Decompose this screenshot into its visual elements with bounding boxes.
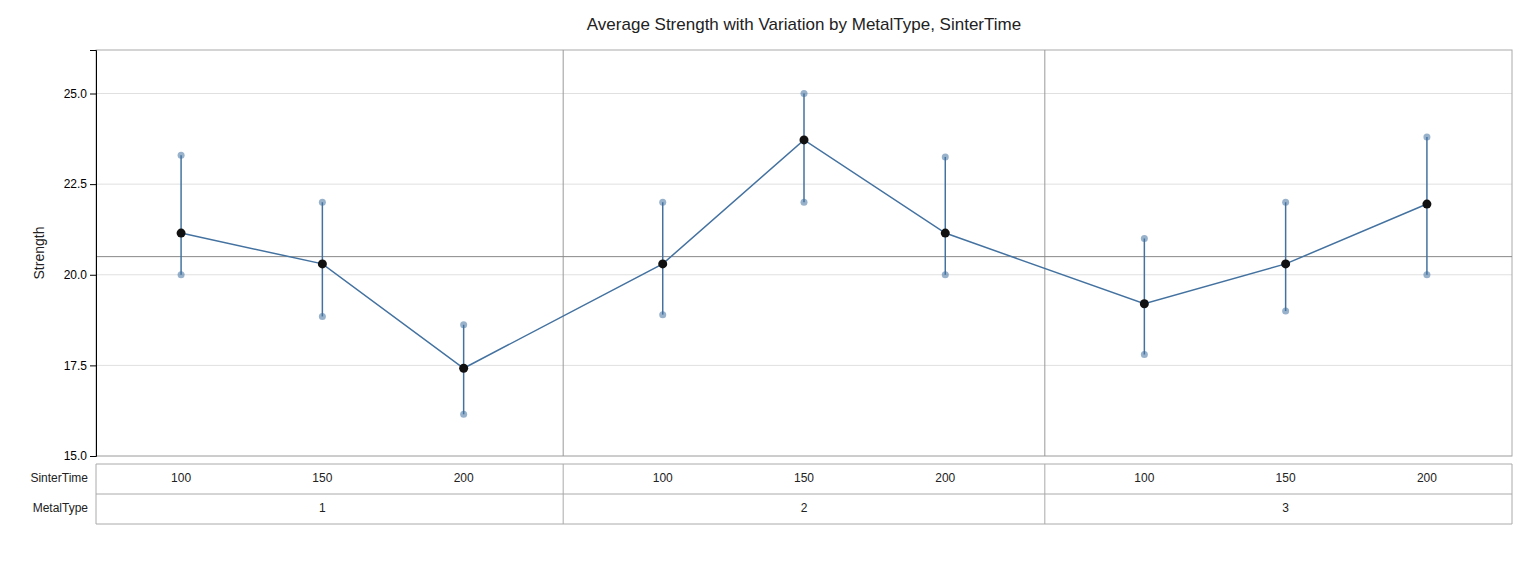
ci-high-dot <box>460 321 467 328</box>
y-tick: 22.5 <box>64 177 96 191</box>
table-column-line <box>1044 464 1045 524</box>
ci-line <box>180 155 182 275</box>
y-tick-label: 17.5 <box>64 359 88 373</box>
ci-high-dot <box>942 153 949 160</box>
category-label: 200 <box>1417 471 1437 485</box>
table-row-line <box>96 494 1512 495</box>
category-label: 150 <box>312 471 332 485</box>
ci-line <box>662 202 664 314</box>
category-table: SinterTime MetalType 100 150 200 1 100 150 200 2 1… <box>30 464 1512 524</box>
mean-dot <box>941 229 950 238</box>
ci-high-dot <box>1141 235 1148 242</box>
ci-low-dot <box>801 199 808 206</box>
ci-low-dot <box>460 411 467 418</box>
row-label: SinterTime <box>30 471 88 485</box>
group-divider <box>1044 50 1045 456</box>
plot-root: 15.0 17.5 20.0 22.5 25.0 SinterTime MetalType 1… <box>30 50 1512 524</box>
ci-low-dot <box>1141 351 1148 358</box>
mean-dot <box>177 229 186 238</box>
chart-title: Average Strength with Variation by Metal… <box>587 15 1021 34</box>
y-axis-line <box>90 51 97 457</box>
ci-line <box>1285 202 1287 311</box>
marks <box>96 90 1512 418</box>
grid <box>96 94 1512 457</box>
group-label: 1 <box>319 501 326 515</box>
ci-low-dot <box>1423 271 1430 278</box>
category-label: 150 <box>794 471 814 485</box>
mean-line <box>181 140 1427 368</box>
grand-mean-line <box>96 256 1512 257</box>
plot-frame <box>96 50 1512 456</box>
category-label: 100 <box>653 471 673 485</box>
category-label: 150 <box>1276 471 1296 485</box>
mean-dot <box>1140 299 1149 308</box>
group-label: 3 <box>1282 501 1289 515</box>
category-label: 200 <box>454 471 474 485</box>
y-tick-label: 25.0 <box>64 87 88 101</box>
ci-line <box>322 202 324 316</box>
table-row-line <box>96 524 1512 525</box>
mean-dot <box>1281 259 1290 268</box>
table-column-line <box>96 464 97 524</box>
ci-high-dot <box>659 199 666 206</box>
mean-dot <box>1422 200 1431 209</box>
y-tick-mark <box>90 365 96 366</box>
ci-low-dot <box>942 271 949 278</box>
y-tick: 15.0 <box>64 449 96 463</box>
group-divider <box>563 50 564 456</box>
mean-dot <box>658 259 667 268</box>
table-column-line <box>1512 464 1513 524</box>
y-tick: 20.0 <box>64 268 96 282</box>
category-label: 100 <box>1134 471 1154 485</box>
ci-line <box>803 94 805 203</box>
table-row-line <box>96 464 1512 465</box>
chart-container: 15.0 17.5 20.0 22.5 25.0 SinterTime MetalType 1… <box>0 0 1536 576</box>
ci-high-dot <box>319 199 326 206</box>
ci-ends <box>178 90 1431 418</box>
y-axis: 15.0 17.5 20.0 22.5 25.0 <box>64 51 97 464</box>
ci-high-dot <box>1423 134 1430 141</box>
y-axis-title: Strength <box>31 227 47 280</box>
table-column-line <box>563 464 564 524</box>
grid-line <box>96 365 1512 366</box>
y-tick-label: 15.0 <box>64 449 88 463</box>
grid-line <box>96 274 1512 275</box>
group-label: 2 <box>801 501 808 515</box>
row-label: MetalType <box>33 501 89 515</box>
mean-dot <box>318 259 327 268</box>
category-label: 200 <box>935 471 955 485</box>
y-tick-mark <box>90 456 96 457</box>
chart-svg: 15.0 17.5 20.0 22.5 25.0 SinterTime MetalType 1… <box>0 0 1536 576</box>
y-tick-mark <box>90 184 96 185</box>
y-tick-label: 20.0 <box>64 268 88 282</box>
ci-low-dot <box>319 313 326 320</box>
ci-line <box>1144 239 1146 355</box>
category-label: 100 <box>171 471 191 485</box>
ci-high-dot <box>1282 199 1289 206</box>
mean-dot <box>800 135 809 144</box>
ci-low-dot <box>1282 308 1289 315</box>
ci-low-dot <box>178 271 185 278</box>
ci-line <box>945 157 947 275</box>
mean-dots <box>177 135 1432 372</box>
y-tick: 25.0 <box>64 87 96 101</box>
y-tick-mark <box>90 275 96 276</box>
ci-low-dot <box>659 311 666 318</box>
ci-high-dot <box>178 152 185 159</box>
ci-high-dot <box>801 90 808 97</box>
y-tick-label: 22.5 <box>64 177 88 191</box>
y-tick-mark <box>90 94 96 95</box>
ci-lines <box>181 94 1427 415</box>
y-tick: 17.5 <box>64 359 96 373</box>
group-dividers <box>563 50 1045 456</box>
mean-dot <box>459 364 468 373</box>
